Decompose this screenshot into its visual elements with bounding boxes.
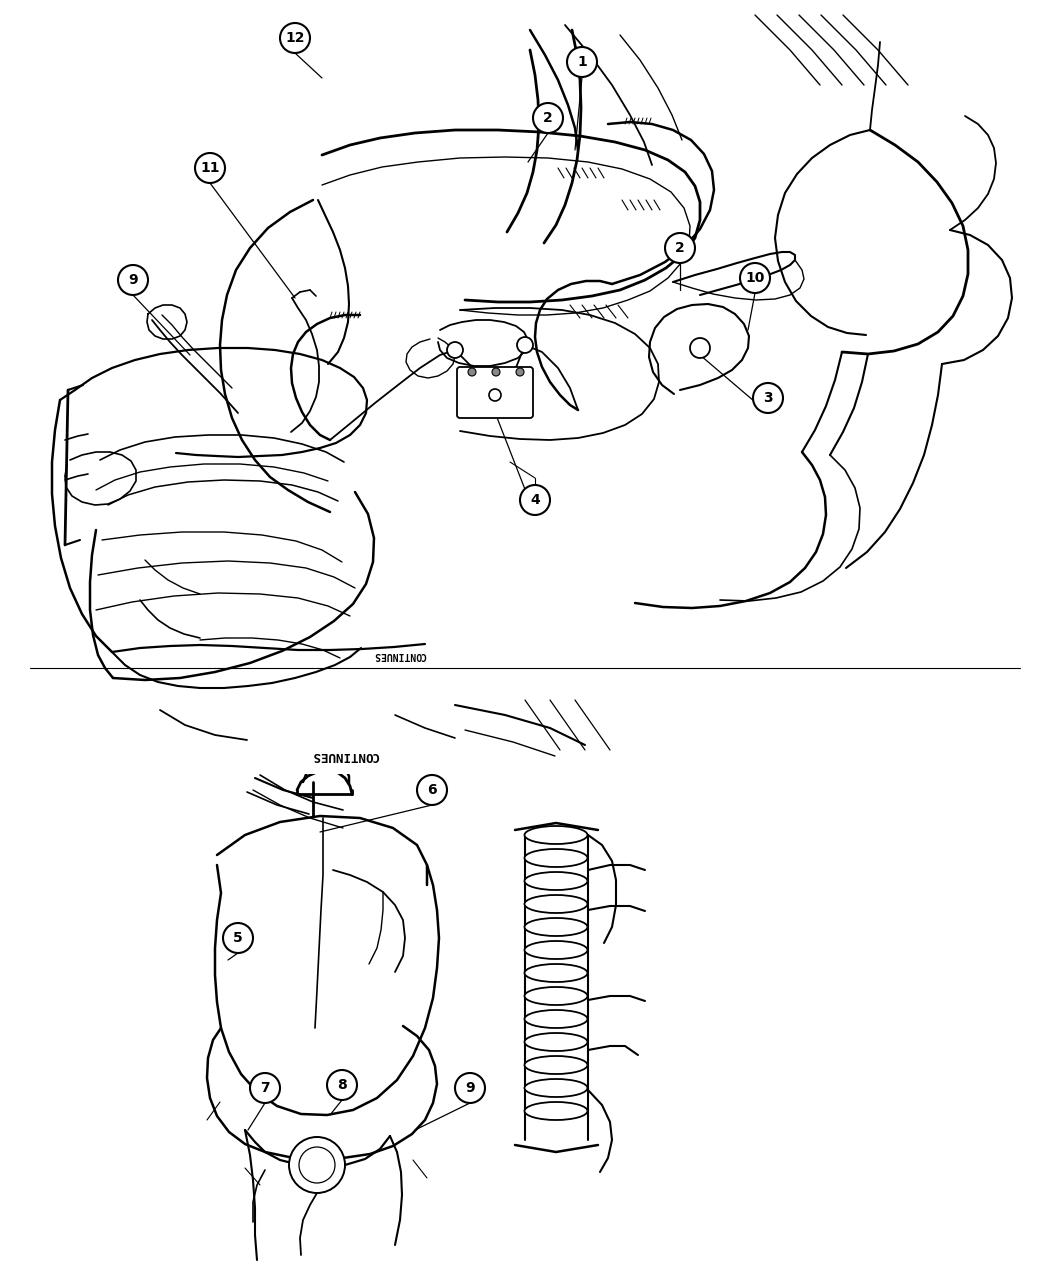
Text: 4: 4 (530, 493, 540, 507)
Circle shape (517, 337, 533, 353)
Text: 2: 2 (543, 111, 553, 125)
Ellipse shape (525, 1056, 588, 1074)
Text: CONTINUES: CONTINUES (311, 748, 379, 761)
Ellipse shape (525, 1102, 588, 1119)
Text: 9: 9 (465, 1081, 475, 1095)
Circle shape (516, 368, 524, 376)
Ellipse shape (525, 941, 588, 959)
Text: 7: 7 (260, 1081, 270, 1095)
Ellipse shape (525, 1010, 588, 1028)
Text: 10: 10 (746, 272, 764, 286)
Circle shape (455, 1074, 485, 1103)
Text: 2: 2 (675, 241, 685, 255)
Ellipse shape (525, 826, 588, 844)
Circle shape (327, 1070, 357, 1100)
Circle shape (690, 338, 710, 358)
Circle shape (533, 103, 563, 133)
Text: 9: 9 (128, 273, 138, 287)
Circle shape (447, 342, 463, 358)
Text: 3: 3 (763, 391, 773, 405)
Circle shape (567, 47, 597, 76)
Circle shape (489, 389, 501, 402)
FancyBboxPatch shape (457, 367, 533, 418)
Circle shape (753, 382, 783, 413)
Ellipse shape (525, 1079, 588, 1096)
Circle shape (740, 263, 770, 293)
Ellipse shape (525, 849, 588, 867)
Ellipse shape (525, 918, 588, 936)
Ellipse shape (525, 964, 588, 982)
Circle shape (417, 775, 447, 805)
Text: 1: 1 (578, 55, 587, 69)
Circle shape (665, 233, 695, 263)
Circle shape (223, 923, 253, 952)
Text: 5: 5 (233, 931, 243, 945)
Ellipse shape (525, 1033, 588, 1051)
Ellipse shape (525, 895, 588, 913)
Ellipse shape (525, 987, 588, 1005)
Circle shape (195, 153, 225, 184)
Circle shape (492, 368, 500, 376)
Text: 12: 12 (286, 31, 304, 45)
Circle shape (289, 1137, 345, 1193)
Text: 11: 11 (201, 161, 219, 175)
Circle shape (520, 484, 550, 515)
Circle shape (118, 265, 148, 295)
Text: 8: 8 (337, 1077, 346, 1091)
Circle shape (468, 368, 476, 376)
Circle shape (250, 1074, 280, 1103)
Circle shape (280, 23, 310, 54)
Ellipse shape (525, 872, 588, 890)
Text: CONTINUES: CONTINUES (374, 650, 426, 660)
Text: 6: 6 (427, 783, 437, 797)
